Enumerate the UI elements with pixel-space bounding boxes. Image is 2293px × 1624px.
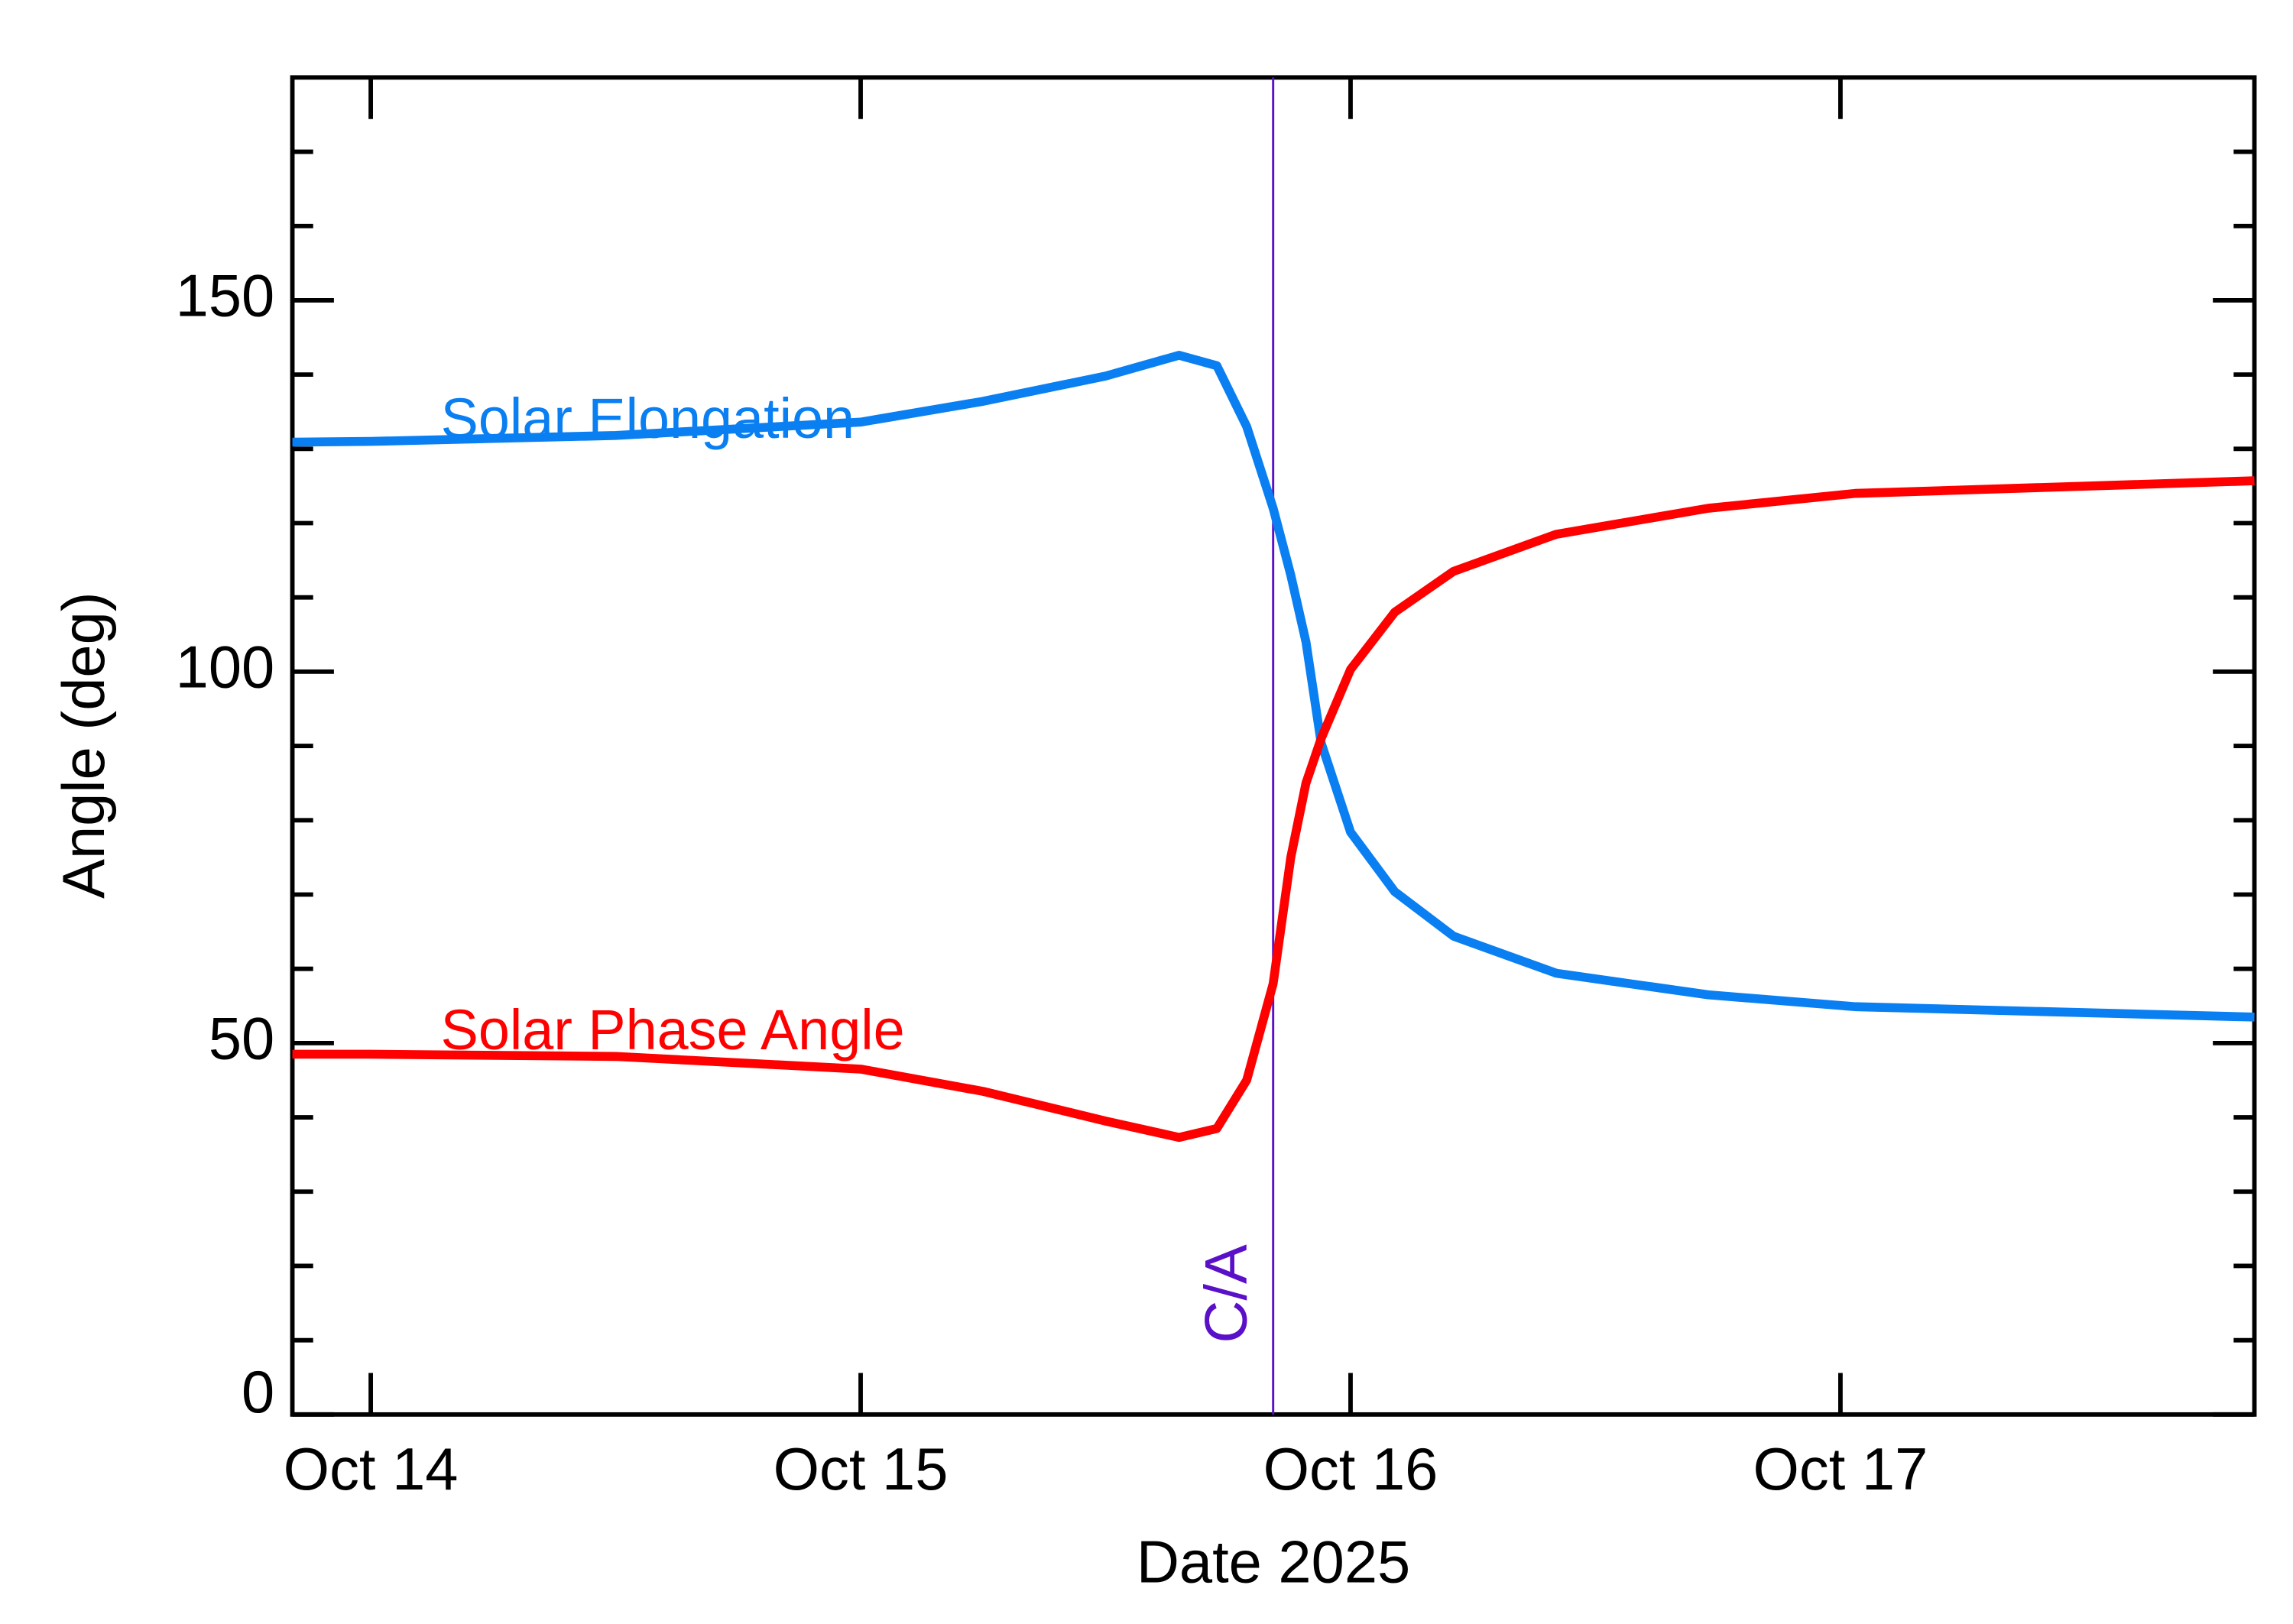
series-line (292, 476, 2255, 1143)
x-tick-label: Oct 15 (774, 1437, 949, 1502)
y-tick-label: 0 (242, 1360, 274, 1425)
y-tick-label: 100 (176, 634, 275, 700)
y-tick-label: 50 (209, 1006, 274, 1071)
y-axis-label: Angle (deg) (51, 592, 117, 898)
annotation: C/A (1194, 1244, 1260, 1344)
series-label: Solar Elongation (441, 387, 855, 450)
x-tick-label: Oct 16 (1263, 1437, 1438, 1502)
series-line (292, 351, 2255, 1022)
y-tick-label: 150 (176, 263, 275, 329)
x-axis-label: Date 2025 (1137, 1529, 1410, 1595)
x-tick-label: Oct 14 (284, 1437, 459, 1502)
series-label: Solar Phase Angle (441, 998, 905, 1062)
x-tick-label: Oct 17 (1753, 1437, 1928, 1502)
